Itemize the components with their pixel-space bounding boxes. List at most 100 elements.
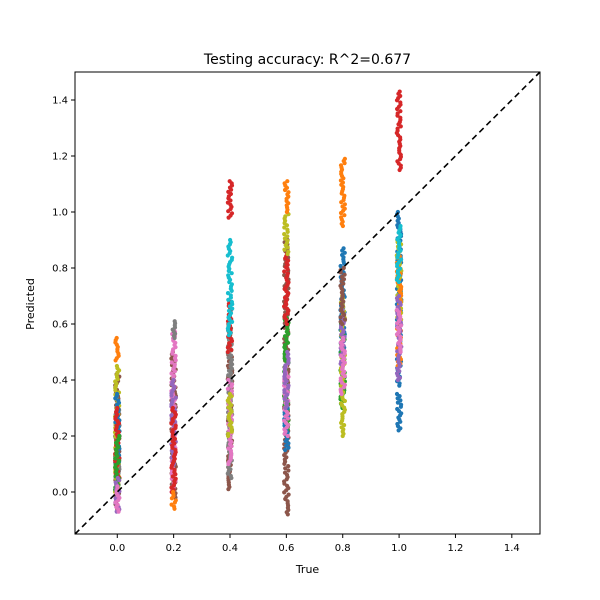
y-tick-label: 0.0 [52, 488, 68, 499]
y-tick-labels: 0.0 0.2 0.4 0.6 0.8 1.0 1.2 1.4 [52, 96, 68, 499]
data-point [339, 215, 344, 220]
x-axis-label: True [295, 563, 320, 576]
data-point [115, 484, 120, 489]
data-point [282, 418, 287, 423]
data-point [226, 368, 232, 373]
data-point [282, 342, 288, 348]
data-points [112, 89, 404, 517]
data-point [115, 475, 120, 481]
y-tick-label: 1.2 [52, 152, 68, 163]
reference-line [74, 71, 541, 535]
point-group [282, 179, 291, 517]
data-point [341, 335, 346, 341]
data-point [169, 360, 174, 365]
data-point [338, 315, 343, 320]
data-point [398, 100, 403, 105]
point-group [169, 319, 178, 511]
data-point [285, 227, 290, 232]
data-point [173, 353, 178, 358]
data-point [338, 163, 344, 168]
y-axis-label: Predicted [24, 278, 37, 330]
data-point [286, 190, 291, 195]
data-point [229, 336, 234, 341]
data-point [338, 263, 343, 269]
data-point [398, 223, 403, 229]
y-tick-label: 0.2 [52, 432, 68, 443]
data-point [230, 382, 235, 387]
data-point [399, 257, 404, 262]
data-point [229, 211, 235, 216]
data-point [286, 383, 291, 388]
data-point [398, 323, 404, 328]
data-point [115, 391, 120, 397]
data-point [172, 319, 177, 324]
data-point [229, 353, 234, 358]
data-point [173, 447, 178, 453]
x-tick-label: 0.2 [166, 543, 182, 554]
data-point [282, 269, 287, 274]
data-point [342, 423, 347, 428]
plot-area [74, 71, 541, 535]
data-point [283, 363, 288, 368]
data-point [395, 421, 400, 427]
data-point [342, 156, 347, 161]
data-point [341, 265, 346, 271]
x-tick-label: 0.4 [222, 543, 238, 554]
plot-frame [74, 71, 541, 535]
chart-title: Testing accuracy: R^2=0.677 [203, 52, 411, 68]
data-point [342, 356, 347, 361]
data-point [227, 341, 232, 346]
data-point [169, 371, 174, 376]
data-point [395, 126, 400, 131]
data-point [395, 325, 400, 330]
data-point [226, 322, 232, 327]
data-point [229, 299, 234, 305]
data-point [226, 308, 232, 313]
data-point [229, 357, 234, 362]
data-point [394, 391, 400, 397]
data-point [116, 430, 121, 435]
data-point [170, 405, 175, 411]
data-point [225, 291, 231, 296]
data-point [226, 446, 231, 451]
data-point [114, 335, 119, 341]
y-tick-label: 1.0 [52, 208, 68, 219]
data-point [116, 398, 121, 403]
point-group [338, 156, 348, 439]
data-point [283, 447, 288, 453]
data-point [399, 402, 404, 407]
data-point [285, 433, 290, 439]
data-point [338, 376, 343, 381]
data-point [286, 464, 291, 469]
data-point [398, 109, 403, 114]
data-point [173, 476, 178, 481]
data-point [286, 492, 291, 497]
data-point [169, 413, 174, 418]
data-point [230, 255, 235, 260]
data-point [226, 273, 231, 278]
data-point [285, 234, 290, 239]
x-tick-label: 1.0 [391, 543, 407, 554]
data-point [285, 306, 290, 311]
data-point [283, 214, 288, 219]
data-point [173, 395, 178, 400]
data-point [115, 405, 120, 411]
point-group [394, 89, 404, 433]
data-point [342, 382, 347, 388]
data-point [229, 271, 234, 276]
data-point [394, 307, 399, 313]
data-point [282, 247, 287, 252]
data-point [169, 502, 174, 507]
x-tick-label: 0.6 [278, 543, 294, 554]
data-point [172, 467, 177, 472]
data-point [396, 293, 402, 299]
x-tick-label: 1.2 [448, 543, 464, 554]
data-point [342, 213, 347, 218]
data-point [285, 392, 290, 397]
data-point [113, 480, 118, 485]
data-point [116, 458, 121, 463]
data-point [285, 179, 290, 184]
y-tick-label: 0.8 [52, 264, 68, 275]
y-tick-label: 0.4 [52, 376, 68, 387]
data-point [282, 334, 288, 339]
